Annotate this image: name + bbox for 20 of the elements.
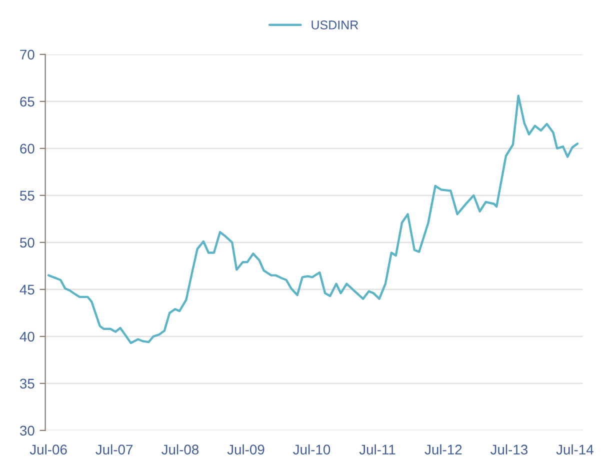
y-tick-label: 40 (20, 332, 34, 342)
y-tick-label: 45 (20, 284, 34, 295)
y-tick-label: 50 (20, 238, 34, 248)
y-tick-label: 55 (20, 190, 34, 201)
y-tick-label: 30 (20, 426, 34, 436)
y-tick-label: 65 (20, 96, 34, 107)
y-tick-label: 60 (20, 144, 34, 154)
x-tick-label: Jul-06 (30, 444, 67, 455)
x-tick-label: Jul-08 (162, 444, 199, 455)
y-tick-label: 70 (20, 50, 34, 60)
x-tick-label: Jul-09 (227, 444, 264, 455)
x-tick-label: Jul-11 (359, 444, 396, 455)
x-tick-label: Jul-12 (424, 444, 462, 455)
x-tick-label: Jul-13 (490, 444, 528, 455)
line-series (47, 94, 579, 344)
legend-label: USDINR (312, 20, 358, 30)
y-tick-label: 35 (20, 378, 34, 389)
x-tick-label: Jul-14 (556, 444, 594, 455)
x-tick-label: Jul-07 (96, 444, 133, 455)
x-tick-label: Jul-10 (293, 444, 330, 455)
